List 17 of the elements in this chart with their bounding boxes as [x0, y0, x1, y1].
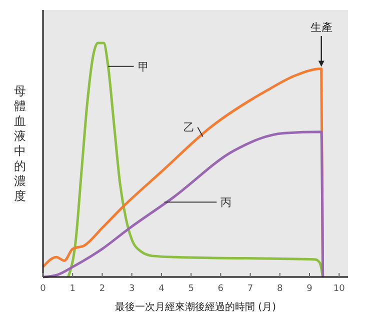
x-tick-label: 6 — [218, 284, 224, 294]
text: 丙 — [220, 196, 232, 210]
x-tick-label: 5 — [188, 284, 194, 294]
x-tick-label: 2 — [99, 284, 106, 294]
series-label: 乙 — [184, 121, 195, 134]
x-tick-label: 8 — [277, 284, 284, 294]
x-axis-title: 最後一次月經來潮後經過的時間 (月) — [115, 301, 276, 313]
x-tick-label: 3 — [128, 284, 135, 294]
x-tick-label: 7 — [247, 284, 254, 294]
x-tick-label: 9 — [306, 284, 313, 294]
y-axis-title: 母體血液中的濃度 — [14, 84, 26, 203]
x-tick-label: 10 — [333, 284, 346, 294]
x-tick-label: 0 — [40, 284, 46, 294]
x-tick-label: 4 — [158, 284, 165, 294]
annotation: 生產 — [310, 21, 332, 34]
x-tick-label: 1 — [70, 284, 76, 294]
text: 甲 — [138, 60, 149, 74]
